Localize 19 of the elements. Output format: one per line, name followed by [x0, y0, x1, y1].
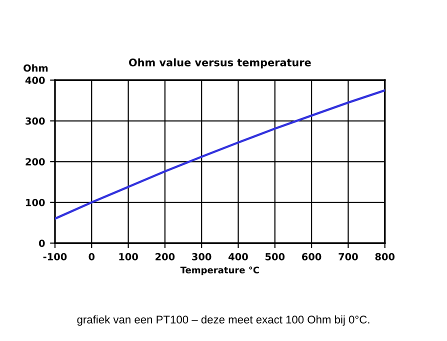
x-tick-label: -100 — [43, 253, 67, 260]
x-tick-label: 600 — [302, 253, 322, 260]
y-tick-label: 400 — [25, 76, 45, 84]
x-axis-title: Temperature °C — [180, 266, 259, 276]
x-tick-label: 700 — [338, 253, 358, 260]
x-tick-label: 200 — [156, 253, 175, 260]
y-tick-label: 300 — [26, 117, 45, 125]
chart-title: Ohm value versus temperature — [129, 58, 311, 68]
y-tick-label: 200 — [26, 158, 45, 166]
x-tick-label: 800 — [375, 253, 395, 260]
x-tick-label: 500 — [266, 253, 285, 260]
y-tick-label: 100 — [26, 198, 45, 206]
text: grafiek van een PT100 – deze meet exact 100 Ohm bij 0°C. — [77, 315, 370, 326]
x-tick-label: 300 — [192, 253, 212, 260]
x-tick-label: 0 — [88, 253, 95, 260]
y-tick-label: 0 — [38, 240, 45, 247]
x-tick-label: 100 — [119, 253, 138, 260]
y-axis-title: Ohm — [24, 64, 48, 72]
x-tick-label: 400 — [228, 253, 248, 260]
